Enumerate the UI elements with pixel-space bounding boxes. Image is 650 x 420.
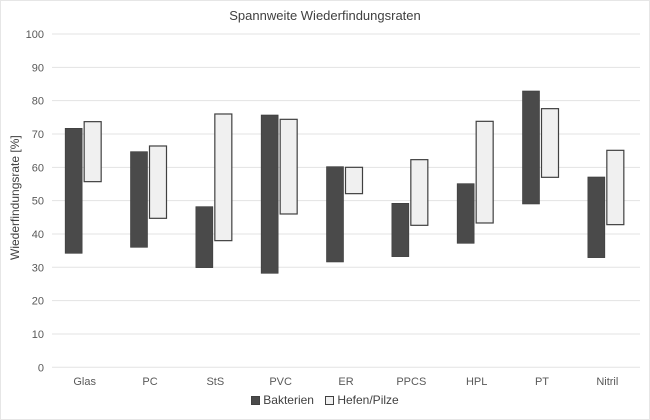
x-tick-label: PVC	[269, 376, 292, 388]
range-bar	[522, 90, 540, 205]
y-tick-label: 10	[32, 329, 44, 341]
y-tick-label: 50	[32, 196, 44, 208]
range-bar	[475, 120, 494, 224]
range-bar	[410, 159, 429, 226]
range-bar	[456, 183, 475, 244]
range-bar	[130, 151, 148, 248]
legend-label: Bakterien	[263, 393, 314, 407]
x-tick-label: HPL	[466, 376, 487, 388]
x-tick-label: Glas	[73, 376, 96, 388]
legend: Bakterien Hefen/Pilze	[0, 393, 650, 408]
range-bar	[148, 145, 168, 219]
y-tick-label: 70	[32, 129, 44, 141]
legend-item-hefen-pilze: Hefen/Pilze	[325, 393, 399, 407]
range-bar	[195, 206, 214, 268]
y-tick-label: 20	[32, 296, 44, 308]
range-bar	[279, 118, 298, 215]
y-tick-label: 90	[32, 62, 44, 74]
x-tick-label: PPCS	[396, 376, 426, 388]
x-tick-label: ER	[338, 376, 353, 388]
y-tick-label: 30	[32, 262, 44, 274]
y-tick-label: 0	[38, 362, 44, 374]
range-bar	[606, 149, 625, 226]
range-bar	[64, 128, 83, 254]
y-tick-label: 100	[26, 29, 44, 41]
range-bar	[326, 166, 344, 263]
x-tick-label: Nitril	[596, 376, 618, 388]
range-bar	[214, 113, 233, 242]
x-tick-label: PC	[142, 376, 157, 388]
y-tick-label: 80	[32, 96, 44, 108]
range-bar	[83, 121, 102, 183]
range-bar	[391, 203, 410, 257]
x-tick-label: PT	[535, 376, 549, 388]
chart-title: Spannweite Wiederfindungsraten	[229, 8, 421, 23]
legend-item-bakterien: Bakterien	[251, 393, 314, 407]
legend-swatch-light	[325, 395, 335, 405]
x-tick-label: StS	[206, 376, 224, 388]
range-bar	[260, 114, 279, 274]
y-tick-label: 40	[32, 229, 44, 241]
legend-label: Hefen/Pilze	[337, 393, 399, 407]
legend-swatch-dark	[251, 395, 261, 405]
range-bar	[587, 176, 606, 258]
y-tick-label: 60	[32, 162, 44, 174]
range-bar	[344, 166, 364, 195]
range-bar	[540, 108, 560, 178]
